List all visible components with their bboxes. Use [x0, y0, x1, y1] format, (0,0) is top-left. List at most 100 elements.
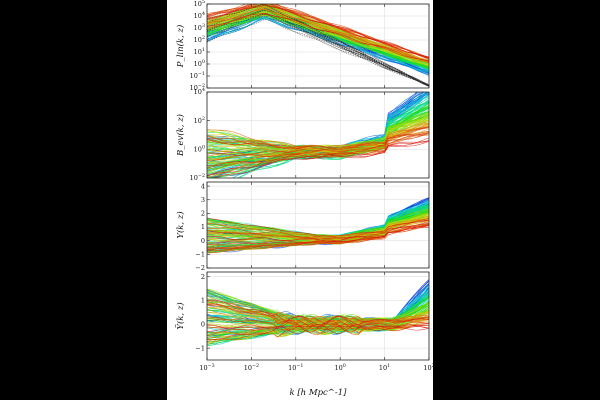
y-tick-label: −2	[195, 264, 205, 272]
series-group	[207, 197, 429, 254]
series-line	[207, 227, 429, 252]
panel-frame	[206, 91, 430, 179]
y-tick-label: 105	[194, 0, 205, 8]
y-tick-label: 4	[201, 182, 205, 190]
series-line	[207, 303, 429, 327]
y-tick-label: 2	[201, 210, 205, 218]
series-line	[207, 317, 429, 332]
series-line	[207, 13, 429, 87]
series-line	[207, 14, 429, 62]
series-line	[207, 15, 429, 70]
series-line	[207, 219, 429, 239]
y-tick-label: −1	[195, 344, 205, 352]
series-line	[207, 224, 429, 246]
series-line	[213, 141, 429, 178]
y-tick-label: 10−1	[190, 71, 205, 80]
series-line	[207, 125, 429, 152]
series-line	[207, 4, 429, 58]
series-line	[207, 13, 429, 86]
series-line	[207, 134, 429, 161]
y-tick-label: 102	[194, 35, 205, 44]
panel-frame	[206, 3, 430, 89]
series-line	[207, 126, 429, 150]
y-tick-label: 0	[201, 321, 205, 329]
y-tick-label: 104	[194, 87, 205, 96]
series-line	[207, 4, 429, 87]
y-tick-label: 2	[201, 273, 205, 281]
series-line	[207, 220, 429, 240]
series-line	[207, 324, 429, 332]
y-axis-label: Y(k, z)	[175, 211, 186, 238]
y-tick-label: 0	[201, 237, 205, 245]
panel-3: −2 −1 0 1 2 3 4 Y(k, z)	[175, 181, 430, 272]
series-line	[207, 13, 429, 62]
series-line	[207, 221, 429, 240]
figure: 10−2 10−1 100 101 102 103 104 105 P_lin(k, z) 10−…	[167, 0, 433, 400]
series-line	[207, 303, 429, 328]
series-line	[207, 12, 429, 87]
series-line	[207, 9, 429, 62]
y-axis-label: P_lin(k, z)	[175, 25, 186, 69]
series-line	[207, 137, 429, 176]
series-line	[207, 4, 429, 87]
series-line	[207, 225, 429, 242]
series-line	[207, 18, 429, 75]
y-tick-label: 102	[194, 116, 205, 125]
series-line	[207, 4, 429, 59]
y-tick-label: 104	[194, 11, 205, 20]
series-line	[207, 103, 429, 151]
y-tick-label: 103	[194, 23, 205, 32]
series-line	[207, 130, 429, 166]
series-line	[207, 5, 429, 58]
series-line	[207, 223, 429, 245]
series-line	[207, 222, 429, 242]
x-tick-label: 10−2	[244, 363, 259, 372]
series-line	[207, 293, 429, 322]
series-line	[207, 14, 429, 70]
series-line	[207, 320, 429, 333]
panel-frame	[206, 181, 430, 269]
y-tick-label: 101	[194, 47, 205, 56]
panel-frame	[206, 271, 430, 361]
panel-1: 10−2 10−1 100 101 102 103 104 105 P_lin(k, z)	[175, 0, 430, 92]
panel-2: 10−2 100 102 104 B_ev(k, z)	[175, 87, 430, 182]
y-tick-label: −1	[195, 251, 205, 259]
x-tick-label: 101	[379, 363, 390, 372]
y-axis-label: Ỹ(k, z)	[174, 302, 186, 329]
series-line	[207, 218, 429, 237]
y-tick-label: 100	[194, 145, 205, 154]
series-line	[207, 317, 429, 330]
series-line	[207, 6, 429, 86]
series-line	[207, 140, 429, 169]
series-line	[207, 140, 429, 177]
series-line	[207, 303, 429, 325]
series-line	[207, 314, 429, 340]
series-line	[207, 132, 429, 157]
series-line	[207, 122, 429, 151]
y-tick-label: 100	[194, 59, 205, 68]
series-group	[207, 279, 429, 347]
y-tick-label: 1	[201, 223, 205, 231]
x-axis-label: k [h Mpc^-1]	[290, 388, 348, 398]
series-line	[207, 15, 429, 66]
x-tick-label: 10−3	[199, 363, 214, 372]
y-tick-label: 10−2	[190, 83, 205, 92]
series-line	[207, 4, 429, 58]
x-tick-label: 102	[423, 363, 433, 372]
series-group	[207, 92, 429, 178]
series-line	[207, 4, 429, 58]
series-line	[207, 18, 429, 87]
panel-4: −1 0 1 2 Ỹ(k, z)	[174, 271, 430, 361]
series-line	[207, 324, 429, 342]
series-line	[207, 315, 429, 329]
x-tick-label: 100	[335, 363, 346, 372]
series-line	[207, 132, 429, 156]
series-line	[207, 8, 429, 87]
y-axis-label: B_ev(k, z)	[175, 114, 186, 157]
series-line	[207, 218, 429, 238]
series-group	[207, 4, 429, 87]
x-tick-label: 10−1	[288, 363, 303, 372]
y-tick-label: 1	[201, 297, 205, 305]
y-tick-label: 10−2	[190, 173, 205, 182]
